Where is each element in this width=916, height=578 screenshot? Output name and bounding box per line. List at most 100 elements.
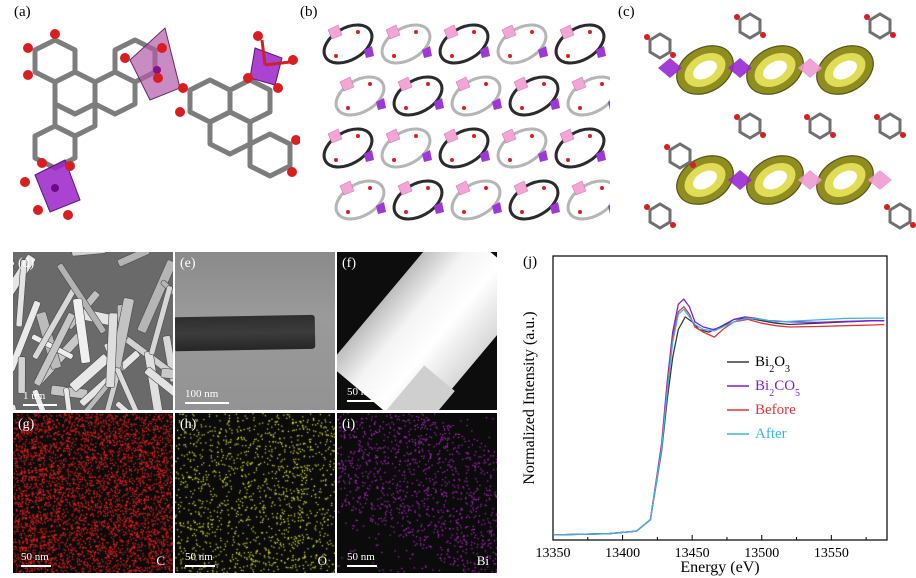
- sem-rod: [162, 335, 173, 383]
- framework-unit: [334, 179, 386, 221]
- series-line-bi2co5: [552, 298, 885, 536]
- legend-label: After: [755, 426, 787, 442]
- eds-map-o: (h) 50 nm O: [175, 413, 335, 573]
- sem-rod: [117, 252, 151, 267]
- series-line-before: [552, 306, 885, 536]
- ligand-stick: [804, 112, 836, 140]
- framework-unit: [380, 127, 432, 169]
- panel-c: (c): [610, 0, 916, 240]
- panel-h-label: (h): [180, 417, 197, 432]
- ligand-stick: [644, 202, 676, 230]
- bi-polyhedron: [798, 58, 822, 78]
- legend-label: Before: [755, 402, 796, 418]
- ligand-stick: [664, 142, 696, 170]
- scale-bar-text: 50 nm: [347, 386, 375, 398]
- ligand-stick: [734, 12, 766, 40]
- sem-rods-drawing: [13, 252, 173, 410]
- series-line-after: [552, 308, 885, 536]
- framework-unit: [392, 75, 444, 117]
- framework-packing-drawing: [322, 23, 610, 221]
- sem-rod: [13, 404, 17, 410]
- framework-unit: [322, 127, 374, 169]
- sem-rod: [33, 312, 75, 387]
- bi-polyhedron: [249, 47, 283, 86]
- ligand-stick: [644, 32, 676, 60]
- tem-image-e: (e) 100 nm: [175, 252, 335, 410]
- legend-entry: Before: [727, 402, 796, 418]
- panel-a-label: (a): [14, 4, 31, 20]
- framework-unit: [334, 75, 386, 117]
- sem-rod: [160, 368, 173, 386]
- sem-rod: [144, 366, 173, 410]
- x-tick-label: 13350: [536, 546, 571, 561]
- eds-dots-bi: [337, 413, 497, 573]
- framework-unit: [450, 75, 502, 117]
- scale-bar-text: 100 nm: [185, 388, 219, 400]
- xanes-chart: (j) 13350 13400 13450 13500 13550 Energy (eV…: [521, 254, 888, 576]
- framework-unit: [438, 23, 490, 65]
- framework-unit: [496, 23, 548, 65]
- eds-dots-o: [175, 413, 335, 573]
- panel-g-label: (g): [18, 417, 35, 432]
- pore-ring: [746, 155, 804, 205]
- tem-rod: [175, 314, 316, 352]
- haadf-image-f: (f) 50 nm: [337, 252, 497, 410]
- sem-rod: [31, 389, 59, 410]
- sem-rod: [63, 387, 75, 410]
- scale-bar: [347, 400, 377, 402]
- pore-ring: [676, 45, 734, 95]
- framework-unit: [392, 179, 444, 221]
- framework-unit: [566, 179, 610, 221]
- bi-polyhedron: [798, 170, 822, 190]
- framework-unit: [322, 23, 374, 65]
- scale-bar: [347, 565, 377, 567]
- sem-rod: [105, 312, 118, 388]
- scale-bar: [185, 565, 215, 567]
- panel-f-label: (f): [342, 256, 356, 271]
- element-label-bi: Bi: [476, 553, 489, 568]
- sem-rod: [72, 297, 91, 364]
- legend-label: Bi2O3: [755, 354, 790, 375]
- ligand-stick: [864, 12, 896, 40]
- legend-entry: Bi2CO5: [727, 378, 800, 399]
- panel-b: (b): [298, 0, 610, 240]
- x-axis-label: Energy (eV): [680, 559, 759, 576]
- plot-frame: [552, 255, 888, 541]
- ligand-stick: [734, 112, 766, 140]
- sem-rod: [17, 356, 26, 394]
- scale-bar: [23, 404, 57, 406]
- framework-unit: [380, 23, 432, 65]
- element-label-o: O: [317, 553, 327, 568]
- sem-rod: [15, 259, 28, 328]
- sem-rod: [148, 285, 173, 356]
- bi-polyhedron: [868, 170, 892, 190]
- pore-structure-drawing: [644, 12, 916, 230]
- framework-unit: [554, 127, 606, 169]
- framework-unit: [508, 75, 560, 117]
- sem-image-d: (d) 1 um: [13, 252, 173, 410]
- framework-unit: [566, 75, 610, 117]
- panel-b-label: (b): [300, 4, 318, 20]
- panel-a: (a): [0, 0, 300, 240]
- scale-bar-text: 50 nm: [185, 551, 213, 563]
- bi-polyhedron: [728, 170, 752, 190]
- x-tick-label: 13400: [605, 546, 640, 561]
- panel-j: (j) 13350 13400 13450 13500 13550 Energy (eV…: [505, 250, 916, 578]
- pore-ring: [816, 155, 874, 205]
- framework-unit: [508, 179, 560, 221]
- panel-c-label: (c): [618, 4, 635, 20]
- y-axis-label: Normalized Intensity (a.u.): [521, 311, 538, 484]
- sem-rod: [115, 401, 153, 410]
- pore-ring: [676, 155, 734, 205]
- sem-rod: [137, 259, 173, 334]
- x-tick-label: 13500: [744, 546, 779, 561]
- framework-unit: [496, 127, 548, 169]
- panel-j-label: (j): [523, 254, 537, 270]
- bi-polyhedron: [728, 58, 752, 78]
- scale-bar-text: 50 nm: [21, 551, 49, 563]
- series-line-bi2o3: [552, 316, 885, 536]
- x-tick-label: 13550: [814, 546, 849, 561]
- pore-ring: [746, 45, 804, 95]
- eds-map-bi: (i) 50 nm Bi: [337, 413, 497, 573]
- legend-label: Bi2CO5: [755, 378, 800, 399]
